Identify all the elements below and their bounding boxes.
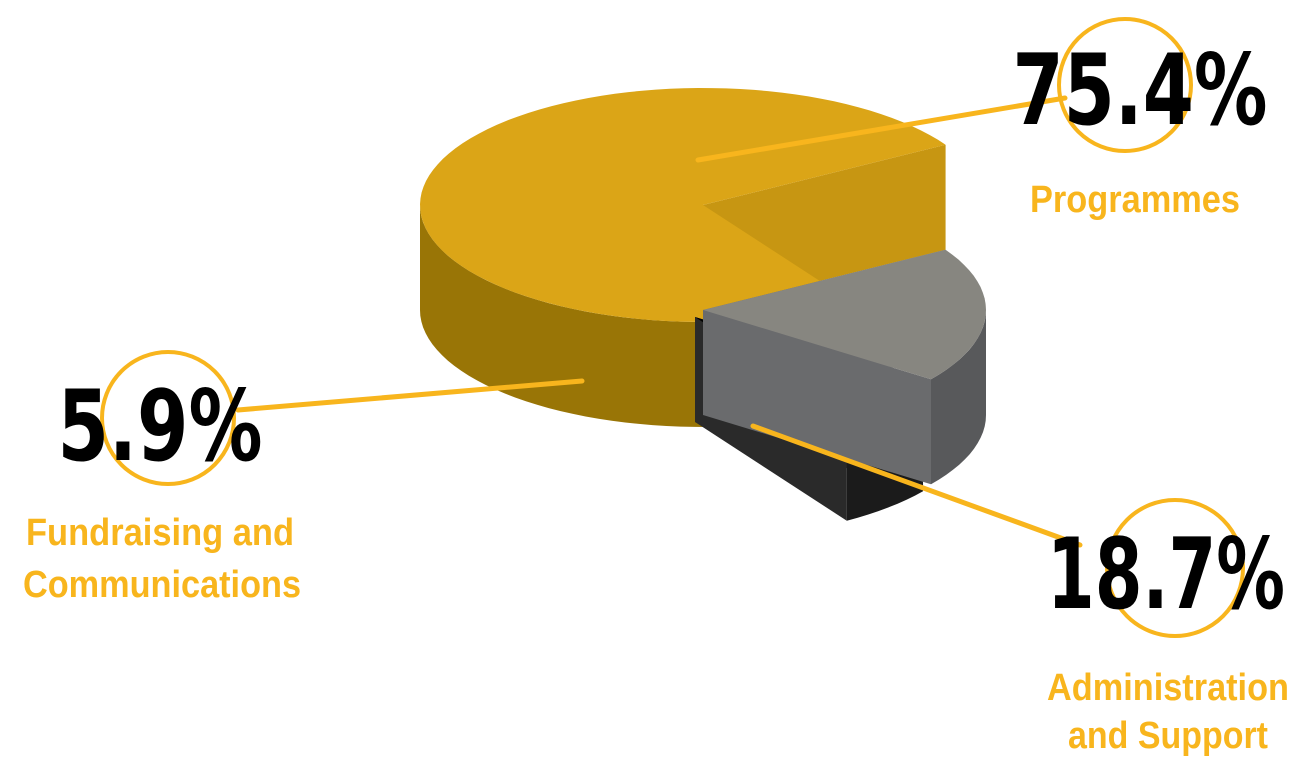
category-label-administration-line-1: Administration bbox=[1047, 667, 1289, 709]
callout-fundraising: 5.9% Fundraising and Communications bbox=[23, 350, 585, 606]
value-label-administration: 18.7% bbox=[1047, 518, 1285, 632]
slice-1-outer-wall-0 bbox=[931, 310, 986, 485]
value-label-programmes: 75.4% bbox=[1013, 34, 1268, 148]
slice-1-top bbox=[703, 249, 986, 380]
callout-programmes: 75.4% Programmes bbox=[695, 17, 1268, 221]
category-label-fundraising-line-2: Communications bbox=[23, 564, 301, 606]
category-label-programmes: Programmes bbox=[1030, 179, 1240, 221]
pie-slice-1 bbox=[703, 249, 986, 485]
leader-line-fundraising bbox=[235, 378, 585, 413]
callout-administration: 18.7% Administration and Support bbox=[750, 423, 1289, 757]
value-ring-fundraising bbox=[100, 350, 236, 486]
category-label-administration-line-2: and Support bbox=[1068, 715, 1268, 757]
slice-1-wall-1 bbox=[703, 310, 932, 485]
value-ring-programmes bbox=[1057, 17, 1193, 153]
leader-line-administration bbox=[750, 423, 1083, 548]
category-label-fundraising-line-1: Fundraising and bbox=[26, 512, 294, 554]
value-label-fundraising: 5.9% bbox=[58, 370, 263, 484]
value-ring-administration bbox=[1105, 498, 1245, 638]
callouts: 75.4% Programmes 18.7% Administration an… bbox=[23, 17, 1289, 757]
pie-body bbox=[420, 88, 986, 521]
leader-line-programmes bbox=[695, 95, 1068, 163]
slice-0-top bbox=[420, 88, 946, 322]
